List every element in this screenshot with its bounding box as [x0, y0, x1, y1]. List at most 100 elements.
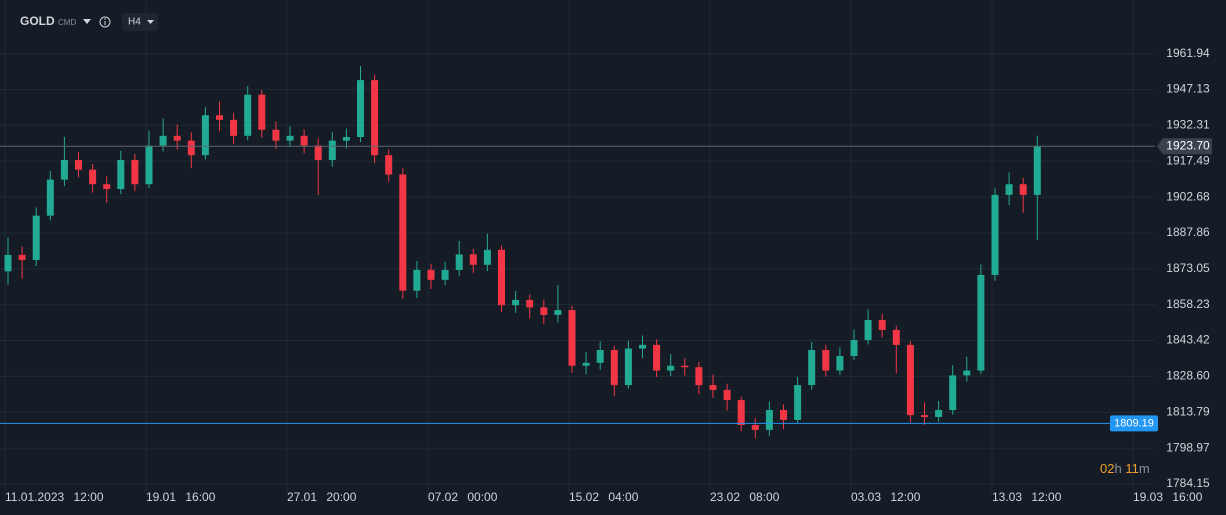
candle-body — [850, 340, 858, 357]
candle-body — [667, 365, 675, 371]
candle-body — [977, 274, 985, 371]
candle-body — [780, 410, 787, 420]
candle-body — [751, 425, 759, 430]
alert-label: 1809.19 — [1114, 417, 1154, 429]
candle-body — [399, 174, 407, 291]
timeframe-button[interactable] — [122, 13, 158, 31]
candle-body — [794, 385, 802, 420]
y-tick-label: 1932.31 — [1166, 118, 1210, 132]
candle-body — [469, 254, 477, 265]
candle-body — [201, 115, 209, 156]
candle-body — [498, 249, 505, 306]
candle-body — [46, 179, 54, 216]
candle-body — [554, 310, 562, 315]
x-tick-label: 13.03 12:00 — [992, 490, 1062, 504]
candle-body — [864, 319, 872, 341]
market: CMD — [58, 18, 76, 27]
candle-body — [272, 129, 280, 141]
x-tick-label: 07.02 00:00 — [428, 490, 498, 504]
countdown: 02h 11m — [1100, 461, 1150, 476]
candle-body — [963, 370, 971, 376]
candle-body — [765, 410, 773, 430]
y-tick-label: 1828.60 — [1166, 369, 1210, 383]
candle-body — [653, 344, 661, 371]
candle-body — [117, 160, 125, 190]
countdown-minutes-unit: m — [1139, 461, 1150, 476]
candle-body — [371, 80, 379, 156]
candle-body — [737, 400, 745, 426]
y-tick-label: 1873.05 — [1166, 261, 1210, 275]
countdown-hours-unit: h — [1114, 461, 1121, 476]
symbol[interactable]: GOLD — [20, 14, 55, 28]
candle-body — [314, 145, 322, 161]
x-tick-label: 03.03 12:00 — [851, 490, 921, 504]
x-tick-label: 23.02 08:00 — [710, 490, 780, 504]
candle-body — [935, 410, 943, 418]
candle-body — [427, 269, 435, 280]
x-tick-label: 15.02 04:00 — [569, 490, 639, 504]
x-tick-label: 11.01.2023 12:00 — [5, 490, 104, 504]
candle-body — [568, 310, 576, 366]
candle-body — [709, 385, 717, 390]
y-tick-label: 1961.94 — [1166, 46, 1210, 60]
candle-body — [1033, 146, 1041, 195]
candle-body — [413, 269, 421, 291]
candle-body — [131, 160, 139, 185]
x-tick-label: 27.01 20:00 — [287, 490, 357, 504]
candle-body — [540, 307, 548, 315]
candle-body — [173, 135, 181, 141]
dropdown-icon[interactable] — [83, 19, 91, 24]
candle-body — [300, 135, 308, 146]
info-icon[interactable] — [99, 16, 111, 28]
y-tick-label: 1843.42 — [1166, 333, 1210, 347]
candle-body — [1019, 184, 1027, 195]
candle-body — [342, 137, 350, 141]
candle-body — [75, 160, 82, 170]
candle-body — [723, 389, 731, 401]
candle-body — [216, 115, 223, 120]
candle-body — [441, 269, 449, 280]
candle-body — [512, 299, 520, 306]
candle-body — [60, 160, 68, 180]
candle-body — [1005, 184, 1013, 195]
candle-body — [455, 254, 463, 270]
candle-body — [949, 375, 957, 411]
candle-body — [822, 349, 830, 371]
candle-body — [610, 349, 618, 386]
timeframe[interactable]: H4 — [128, 17, 141, 28]
candle-body — [357, 80, 364, 138]
x-tick-label: 19.03 16:00 — [1133, 490, 1203, 504]
countdown-hours: 02 — [1100, 461, 1114, 476]
alert-tag — [1110, 415, 1158, 432]
grid — [0, 0, 1155, 494]
candle-body — [892, 329, 900, 345]
x-tick-label: 19.01 16:00 — [146, 490, 216, 504]
y-tick-label: 1858.23 — [1166, 297, 1210, 311]
candle-body — [145, 145, 153, 185]
candles — [4, 66, 1041, 439]
candle-body — [582, 362, 590, 366]
candle-body — [230, 119, 238, 136]
candle-body — [103, 184, 111, 190]
candle-body — [89, 169, 97, 185]
y-tick-label: 1902.68 — [1166, 189, 1210, 203]
timeframe-dropdown-icon[interactable] — [147, 20, 154, 24]
y-tick-label: 1887.86 — [1166, 225, 1210, 239]
candle-body — [18, 254, 26, 260]
y-tick-label: 1947.13 — [1166, 82, 1210, 96]
candle-body — [159, 135, 167, 146]
candle-body — [624, 348, 632, 386]
candle-body — [878, 319, 886, 330]
y-tick-label: 1798.97 — [1166, 440, 1210, 454]
candle-body — [808, 349, 816, 386]
candle-body — [258, 94, 266, 130]
candle-body — [32, 215, 40, 260]
candle-body — [681, 365, 689, 368]
candle-body — [695, 367, 703, 386]
candle-body — [921, 415, 928, 418]
candle-body — [328, 140, 336, 161]
last-price-tag — [1157, 138, 1212, 155]
candle-body — [596, 349, 604, 363]
